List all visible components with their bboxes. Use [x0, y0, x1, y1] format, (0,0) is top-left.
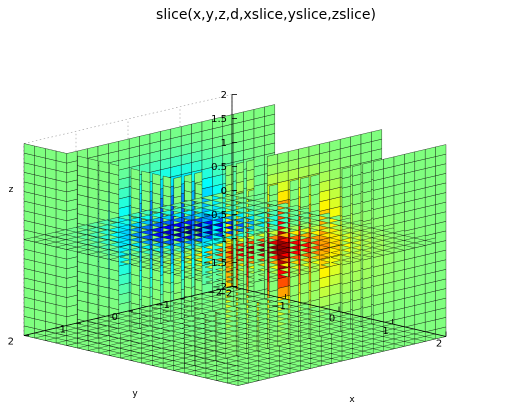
y-tick-label: −1 [155, 300, 170, 311]
z-tick-label: −2 [212, 282, 227, 293]
x-tick-label: −2 [218, 289, 233, 300]
x-slice-cell [435, 144, 447, 157]
x-tick-label: 0 [329, 314, 335, 325]
z-tick-label: −1 [212, 234, 227, 245]
y-tick-label: 1 [60, 324, 66, 335]
x-tick-label: 2 [436, 339, 442, 350]
slice-planes [23, 104, 447, 386]
z-tick-label: 0 [221, 186, 227, 197]
tick-labels: −2 −1 0 1 2 −2 −1 0 1 2 2 1.5 1 0.5 0 −0.5 −1 −1.5 −2 [8, 90, 447, 350]
z-tick-label: 0.5 [211, 162, 227, 173]
z-tick-label: 1.5 [211, 114, 227, 125]
chart-title: slice(x,y,z,d,xslice,yslice,zslice) [156, 7, 376, 23]
z-tick-label: 2 [221, 90, 227, 101]
x-slice-cell [264, 104, 275, 117]
y-tick-label: −2 [207, 288, 222, 299]
z-tick-label: 1 [221, 138, 227, 149]
x-slice-cell [371, 129, 382, 142]
y-axis-label: y [132, 389, 138, 399]
y-tick-label: 0 [112, 312, 118, 323]
x-tick-label: 1 [382, 326, 388, 337]
z-tick-label: −0.5 [203, 210, 227, 221]
x-tick-label: −1 [271, 301, 286, 312]
z-axis-label: z [9, 185, 14, 195]
x-axis-label: x [349, 395, 355, 404]
y-tick-label: 2 [8, 337, 14, 348]
z-tick-label: −1.5 [203, 258, 227, 269]
